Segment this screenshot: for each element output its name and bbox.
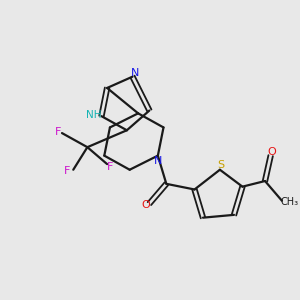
Text: F: F [107,163,114,172]
Text: F: F [64,166,70,176]
Text: O: O [142,200,150,210]
Text: N: N [131,68,140,78]
Text: CH₃: CH₃ [281,197,299,207]
Text: NH: NH [86,110,101,120]
Text: S: S [218,160,225,170]
Text: N: N [154,156,162,166]
Text: F: F [55,127,61,137]
Text: O: O [268,147,276,157]
